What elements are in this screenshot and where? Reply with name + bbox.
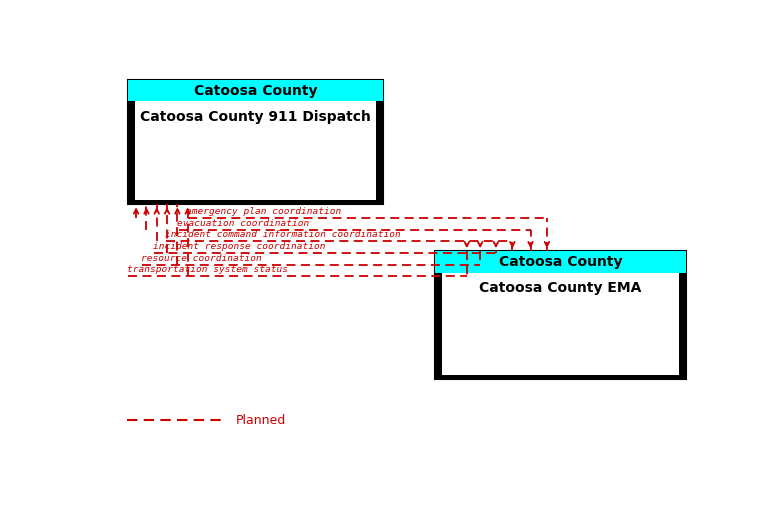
Text: resource coordination: resource coordination	[141, 254, 262, 263]
Text: Planned: Planned	[236, 414, 287, 427]
Bar	[128, 80, 383, 102]
Text: incident response coordination: incident response coordination	[153, 242, 326, 251]
Text: incident command information coordination: incident command information coordinatio…	[164, 230, 400, 239]
Text: Catoosa County: Catoosa County	[499, 255, 622, 269]
Text: evacuation coordination: evacuation coordination	[178, 219, 309, 228]
Bar	[135, 102, 376, 200]
Text: emergency plan coordination: emergency plan coordination	[186, 207, 341, 216]
Bar	[435, 251, 687, 273]
Bar	[435, 251, 687, 379]
Bar	[128, 80, 383, 205]
Bar	[442, 273, 679, 375]
Text: Catoosa County 911 Dispatch: Catoosa County 911 Dispatch	[140, 110, 371, 124]
Text: Catoosa County EMA: Catoosa County EMA	[479, 281, 642, 295]
Text: transportation system status: transportation system status	[127, 266, 288, 275]
Text: Catoosa County: Catoosa County	[194, 84, 317, 98]
